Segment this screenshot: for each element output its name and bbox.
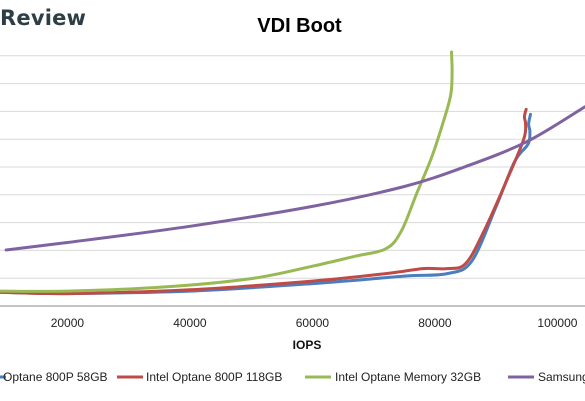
- x-axis-ticks: 20000 40000 60000 80000 100000: [51, 316, 578, 330]
- x-axis-label: IOPS: [293, 338, 322, 352]
- series-line-1: [0, 107, 528, 296]
- legend-label-0: Optane 800P 58GB: [3, 370, 108, 384]
- series-line-0: [0, 112, 532, 296]
- brand-logo-text: Review: [0, 6, 87, 30]
- x-tick-label: 100000: [537, 316, 577, 330]
- gridlines: [0, 55, 585, 307]
- series-line-3: [4, 105, 585, 252]
- x-tick-label: 80000: [418, 316, 452, 330]
- series-line-2: [0, 50, 454, 293]
- x-tick-label: 20000: [51, 316, 85, 330]
- x-tick-label: 40000: [173, 316, 207, 330]
- legend-label-1: Intel Optane 800P 118GB: [146, 370, 282, 384]
- chart-title: VDI Boot: [0, 15, 585, 38]
- series-lines: [0, 50, 585, 296]
- chart-title-text: VDI Boot: [257, 15, 342, 37]
- legend-label-2: Intel Optane Memory 32GB: [335, 370, 481, 384]
- legend: Optane 800P 58GB Intel Optane 800P 118GB I…: [0, 370, 585, 384]
- legend-label-3: Samsung: [538, 370, 585, 384]
- x-tick-label: 60000: [296, 316, 330, 330]
